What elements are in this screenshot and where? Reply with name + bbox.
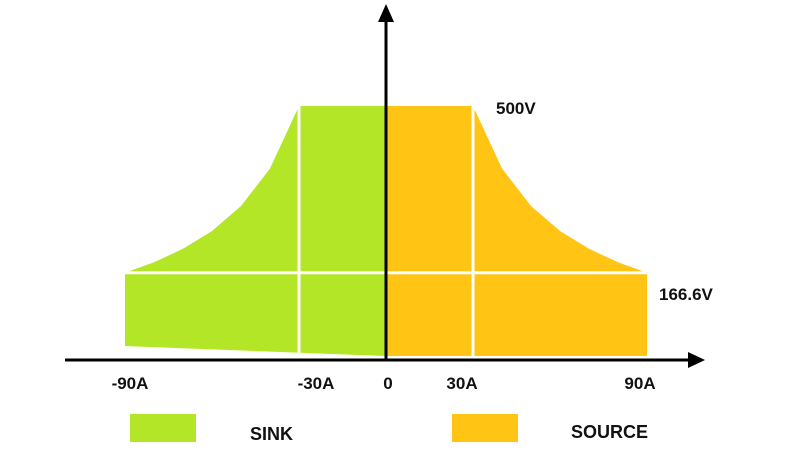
chart-areas bbox=[125, 106, 647, 356]
y-axis-arrow bbox=[378, 4, 394, 22]
x-tick-label: 30A bbox=[446, 374, 477, 393]
y-level-label: 500V bbox=[496, 99, 536, 118]
legend-label-sink: SINK bbox=[250, 424, 294, 444]
chart-axes bbox=[65, 4, 705, 368]
y-level-label: 166.6V bbox=[659, 285, 714, 304]
x-tick-label: 0 bbox=[383, 374, 392, 393]
area-sink bbox=[125, 106, 386, 356]
legend-swatch-sink bbox=[130, 414, 196, 442]
x-tick-label: 90A bbox=[624, 374, 655, 393]
legend-swatch-source bbox=[452, 414, 518, 442]
x-axis-arrow bbox=[688, 352, 705, 368]
legend-label-source: SOURCE bbox=[571, 422, 649, 442]
x-tick-label: -90A bbox=[112, 374, 149, 393]
area-source bbox=[386, 106, 647, 356]
x-tick-label: -30A bbox=[298, 374, 335, 393]
chart-labels: -90A -30A 0 30A 90A 500V 166.6V bbox=[112, 99, 714, 393]
